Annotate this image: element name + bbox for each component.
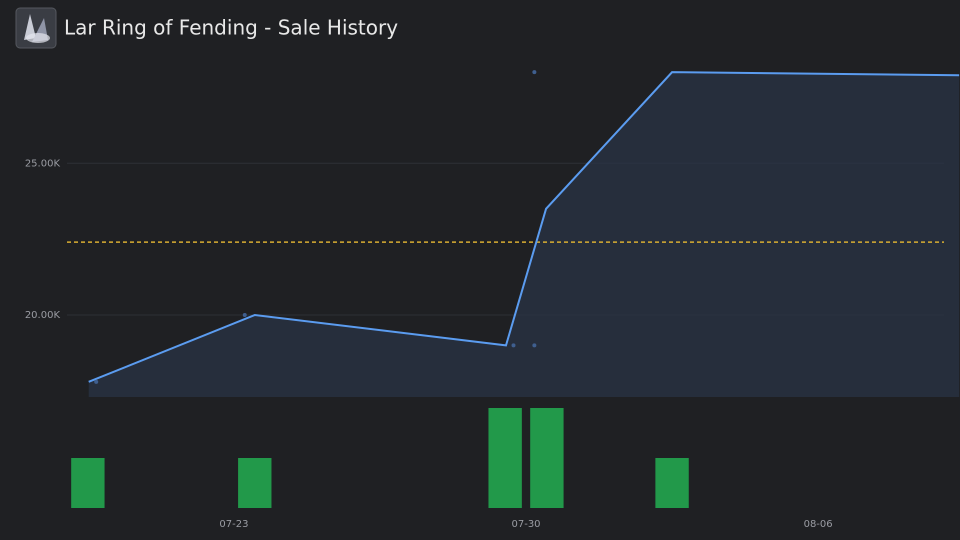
- chart-title: Lar Ring of Fending - Sale History: [64, 16, 398, 40]
- y-tick-label: 25.00K: [25, 158, 61, 169]
- price-area: [88, 72, 960, 397]
- sale-point: [94, 379, 99, 384]
- volume-bar: [71, 458, 105, 508]
- volume-bar: [530, 408, 564, 508]
- x-tick-label: 08-06: [804, 519, 833, 530]
- sale-point: [532, 343, 537, 348]
- sale-point: [242, 313, 247, 318]
- sale-point: [511, 343, 516, 348]
- price-line: [88, 71, 960, 383]
- volume-bar: [238, 458, 272, 508]
- item-icon: [15, 7, 57, 49]
- x-tick-label: 07-23: [219, 519, 248, 530]
- volume-bar: [655, 458, 689, 508]
- volume-bar: [488, 408, 522, 508]
- y-tick-label: 20.00K: [25, 310, 61, 321]
- sale-point: [532, 70, 537, 75]
- x-tick-label: 07-30: [511, 519, 540, 530]
